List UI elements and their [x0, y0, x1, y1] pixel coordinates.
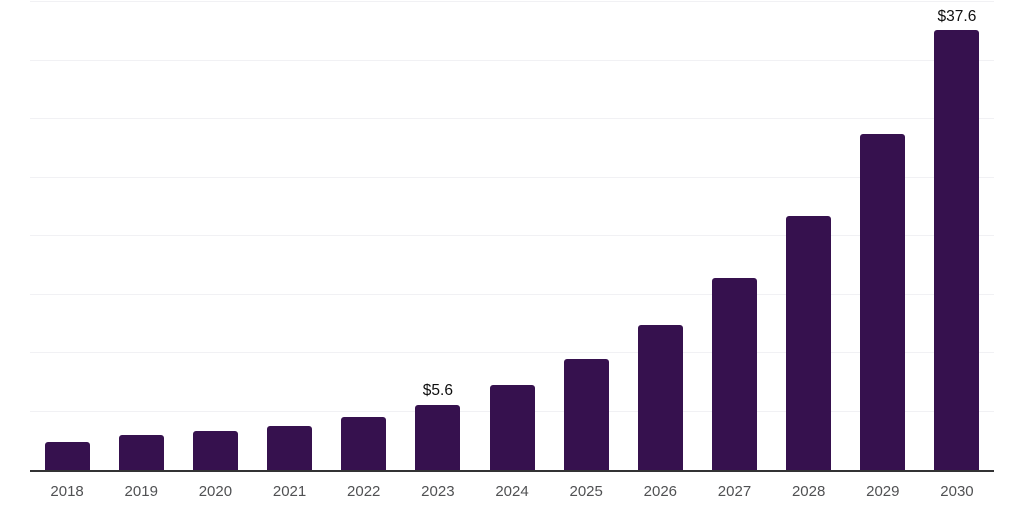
x-tick-label-2026: 2026	[643, 483, 678, 500]
gridline-25	[30, 176, 994, 178]
bar-slot-2025	[549, 0, 623, 470]
gridline-35	[30, 59, 994, 61]
bar-slot-2029	[846, 0, 920, 470]
x-tick-label-2018: 2018	[50, 483, 84, 500]
bar-2024	[489, 384, 535, 470]
x-tick-label-2019: 2019	[124, 483, 158, 500]
bar-slot-2028	[772, 0, 846, 470]
x-tick-label-2027: 2027	[717, 483, 752, 500]
bar-value-label-2030: $37.6	[937, 7, 977, 25]
x-tick-label-2023: 2023	[421, 483, 455, 500]
bar-slot-2020	[178, 0, 252, 470]
plot-area: $5.6 $37.6	[30, 0, 994, 472]
bar-slot-2027	[697, 0, 771, 470]
bar-2021	[267, 425, 313, 470]
bar-slot-2023: $5.6	[401, 0, 475, 470]
bar-2023	[415, 404, 461, 470]
x-tick-label-2020: 2020	[198, 483, 233, 500]
bar-2028	[786, 216, 832, 470]
x-tick-label-2028: 2028	[791, 483, 826, 500]
bar-2019	[118, 434, 164, 470]
x-axis-tick-labels: 2018 2019 2020 2021 2022 2023 2024 2025 2026 2027…	[30, 483, 994, 501]
bar-2018	[44, 441, 90, 470]
gridline-40	[30, 1, 994, 2]
bar-slot-2019	[104, 0, 178, 470]
bar-2022	[341, 417, 387, 470]
bar-slot-2018	[30, 0, 104, 470]
gridline-30	[30, 118, 994, 119]
bar-value-label-2023: $5.6	[422, 382, 453, 399]
bar-slot-2030: $37.6	[920, 0, 994, 470]
gridline-20	[30, 235, 994, 236]
bar-2029	[860, 134, 906, 470]
bar-2030	[934, 30, 980, 470]
x-tick-label-2021: 2021	[272, 483, 307, 500]
bar-slot-2021	[252, 0, 326, 470]
bar-slot-2024	[475, 0, 549, 470]
bar-2027	[711, 278, 757, 470]
x-tick-label-2022: 2022	[347, 483, 381, 500]
x-tick-label-2029: 2029	[866, 483, 900, 500]
bar-2025	[563, 358, 609, 470]
x-tick-label-2030: 2030	[940, 483, 974, 500]
x-tick-label-2025: 2025	[569, 483, 603, 500]
bars-container: $5.6 $37.6	[30, 0, 994, 470]
gridline-10	[30, 352, 994, 353]
bar-2020	[192, 431, 238, 470]
bar-slot-2026	[623, 0, 697, 470]
bar-slot-2022	[327, 0, 401, 470]
bar-2026	[637, 324, 683, 470]
gridline-15	[30, 293, 994, 295]
x-tick-label-2024: 2024	[495, 483, 529, 500]
